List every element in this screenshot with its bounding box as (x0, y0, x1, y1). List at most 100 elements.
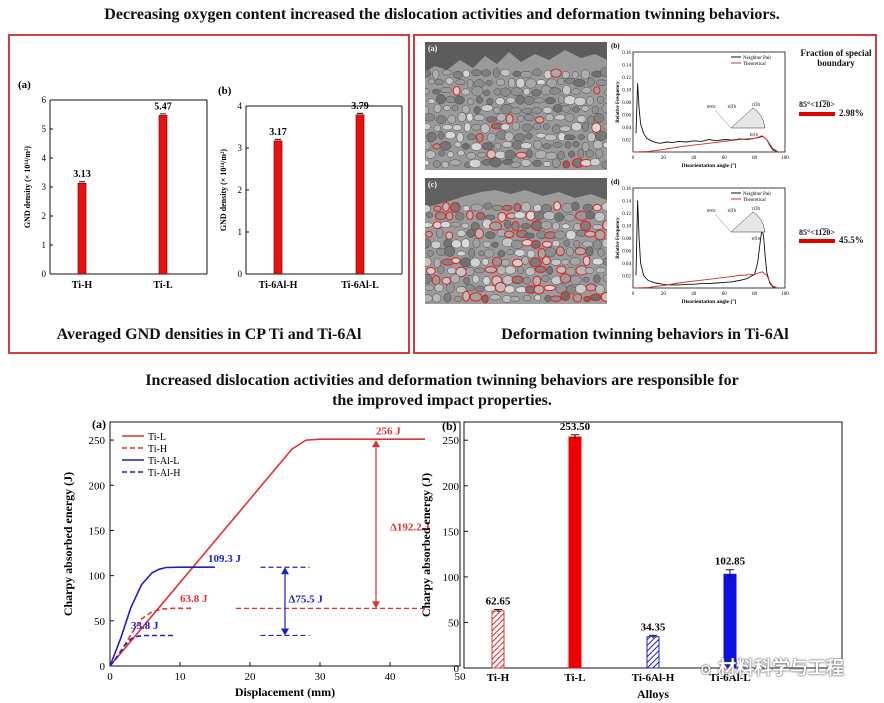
value-label: 3.79 (351, 101, 369, 112)
grain (510, 161, 521, 168)
grain (433, 257, 441, 269)
value-annotation: 33.8 J (131, 620, 159, 632)
grain (442, 202, 450, 212)
grain (595, 284, 605, 295)
grain (589, 158, 601, 167)
inset-label: 11̅2̅0 (751, 102, 761, 107)
inset-label: 10̅1̅0 (727, 208, 737, 213)
grain (581, 86, 592, 94)
grain (433, 103, 442, 113)
grain (510, 239, 524, 250)
grain (591, 122, 602, 133)
bar (646, 636, 660, 669)
grain (457, 112, 467, 122)
grain (484, 248, 495, 258)
grain (504, 219, 512, 230)
grain (485, 79, 493, 86)
grain (562, 160, 571, 169)
x-axis-title: Alloys (637, 687, 669, 701)
twinning-panel: (a) (c) 0.02 0.04 0.06 0.08 0.10 0.12 0.14 0.16… (413, 34, 877, 354)
fraction-b-bar (799, 112, 835, 116)
grain (602, 123, 607, 130)
grain (561, 223, 570, 230)
grain (425, 294, 433, 303)
y-tick-label: 0.16 (622, 51, 631, 56)
inset-label: 1010 (749, 132, 759, 137)
y-tick-label: 4 (42, 153, 47, 163)
grain (584, 230, 596, 238)
grain (568, 150, 576, 158)
value-label: 253.50 (560, 421, 591, 433)
grain (600, 67, 607, 78)
micrograph-c-texture (425, 178, 607, 304)
grain (561, 71, 570, 79)
panel-label: (d) (611, 178, 620, 186)
grain (526, 249, 536, 259)
grain (466, 112, 474, 122)
grain (481, 104, 494, 112)
grain (521, 202, 531, 213)
grain (593, 274, 601, 284)
fraction-d-value: 45.5% (839, 235, 864, 245)
grain (426, 131, 437, 142)
grain (584, 267, 595, 274)
grain (438, 150, 446, 157)
grain (592, 203, 602, 212)
grain (569, 257, 581, 266)
grain (571, 88, 581, 95)
grain (425, 238, 432, 249)
grain (566, 246, 574, 257)
grain (467, 133, 477, 141)
grain (474, 267, 485, 274)
grain (602, 220, 607, 231)
y-tick-label: 6 (42, 95, 47, 105)
grain (549, 87, 562, 95)
grain (550, 68, 562, 78)
grain (529, 257, 542, 268)
grain (585, 246, 594, 257)
grain (446, 151, 455, 158)
grain (456, 250, 466, 257)
delta-arrow-head-down (372, 601, 380, 609)
grain (587, 115, 595, 125)
legend-label: Ti-Al-H (148, 468, 180, 479)
grain (461, 105, 470, 114)
grain (440, 221, 451, 229)
grain (471, 123, 482, 131)
grain (428, 78, 436, 85)
grain (466, 228, 476, 238)
grain (425, 150, 436, 159)
grain (505, 113, 514, 124)
grain (432, 293, 442, 303)
grain (536, 79, 546, 86)
grain (511, 121, 520, 131)
grain (445, 211, 454, 221)
legend-label: Neighbor Pair (743, 192, 772, 197)
grain (602, 257, 607, 266)
grain (457, 149, 465, 157)
grain (573, 78, 586, 88)
grain (559, 273, 572, 284)
grain (595, 148, 603, 159)
grain (510, 296, 521, 302)
grain (449, 202, 461, 213)
grain (560, 259, 570, 266)
grain (433, 205, 442, 212)
y-tick-label: 100 (443, 572, 460, 584)
grain (470, 142, 483, 151)
grain (434, 283, 444, 293)
grain (534, 265, 547, 273)
fraction-b-label: 85°<11̅2̅0> (799, 100, 835, 109)
y-tick-label: 50 (94, 616, 106, 628)
grain (442, 124, 453, 131)
grain (449, 159, 462, 166)
right-panel-caption: Deformation twinning behaviors in Ti-6Al (501, 326, 789, 343)
grain (508, 78, 516, 89)
y-tick-label: 0 (454, 663, 460, 675)
grain (464, 284, 476, 292)
grain (525, 132, 533, 140)
grain (550, 258, 562, 266)
grain (432, 160, 441, 168)
grain (523, 113, 535, 122)
grain (577, 134, 585, 140)
